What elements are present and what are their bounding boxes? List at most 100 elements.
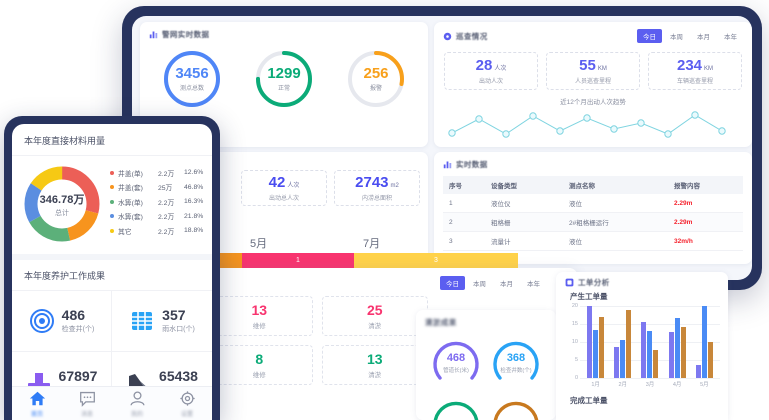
legend-dot-icon bbox=[110, 170, 114, 175]
cell-repair-green-value: 8 bbox=[255, 350, 264, 367]
bar-s1-may bbox=[695, 365, 701, 378]
work-order-panel: 工单分析 产生工单量 20 15 10 5 0 bbox=[556, 272, 728, 420]
month-label-2: 5月 bbox=[250, 238, 268, 250]
material-legend: 井盖(单) 2.2万 12.6% 井盖(套) 25万 46.8% 水箅(单) 2… bbox=[104, 168, 204, 241]
tablet-screen: 警网实时数据 3456 测点总数 bbox=[132, 16, 752, 280]
bar-s3-mar bbox=[653, 350, 659, 378]
table-row[interactable]: 1 液位仪 液位 2.29m bbox=[443, 194, 743, 213]
cell-dredge-green-value: 13 bbox=[366, 350, 383, 367]
legend-name: 其它 bbox=[118, 228, 132, 236]
dredge-gauge-orange bbox=[489, 396, 543, 420]
cell-dredge-green-label: 清淤 bbox=[368, 371, 382, 379]
xlabel-may: 5月 bbox=[700, 382, 709, 388]
work-order-title: 工单分析 bbox=[578, 278, 610, 287]
patrol-trend-title: 近12个月出动人次趋势 bbox=[560, 99, 626, 106]
repair-dredge-row-1: 13 维修 25 清淤 bbox=[206, 296, 428, 336]
bar-groups bbox=[582, 306, 718, 378]
bar-s1-mar bbox=[641, 322, 647, 378]
legend-pct: 16.3% bbox=[184, 198, 204, 206]
cell-index: 1 bbox=[443, 194, 485, 213]
legend-qty: 2.2万 bbox=[158, 199, 175, 207]
home-icon bbox=[29, 391, 45, 405]
bar-s2-apr bbox=[674, 318, 680, 378]
grid-icon bbox=[565, 278, 574, 287]
dredge-panel-header: 清淤成果 bbox=[416, 310, 556, 332]
patrol-stat-person-km-value: 55 bbox=[579, 56, 596, 74]
nav-item-settings[interactable]: 设置 bbox=[179, 390, 196, 418]
material-card-title: 本年度直接材料用量 bbox=[12, 124, 212, 156]
dredge-panel-title: 清淤成果 bbox=[425, 318, 457, 327]
legend-item: 水箅(单) 2.2万 16.3% bbox=[110, 197, 204, 207]
bar-s2-mar bbox=[647, 331, 653, 378]
ytick-20: 20 bbox=[571, 303, 578, 309]
chart-title: 产生工单量 bbox=[570, 292, 608, 301]
nav-item-message[interactable]: 消息 bbox=[79, 390, 96, 418]
gauge-total-value: 3456 bbox=[175, 65, 209, 82]
nav-item-user[interactable]: 我的 bbox=[129, 390, 146, 418]
dredge-tab-year[interactable]: 本年 bbox=[527, 281, 540, 288]
flood-stat-dispatch: 42 人次 出动总人次 bbox=[241, 170, 327, 206]
bar-s3-may bbox=[707, 342, 713, 378]
maintenance-item-pipe-value: 67897 bbox=[58, 368, 98, 385]
phone-screen: 本年度直接材料用量 346.78万 总计 bbox=[12, 124, 212, 420]
bar-chart-icon bbox=[443, 161, 452, 169]
user-icon bbox=[129, 390, 145, 406]
dredge-tab-week[interactable]: 本周 bbox=[473, 281, 486, 288]
cell-device-type: 液位仪 bbox=[485, 194, 563, 213]
legend-pct: 46.8% bbox=[184, 183, 204, 191]
patrol-stat-vehicle-km-value: 234 bbox=[676, 56, 703, 74]
dredge-tab-today[interactable]: 今日 bbox=[440, 276, 465, 290]
alarm-table-title: 实时数据 bbox=[456, 160, 488, 169]
patrol-tab-group[interactable]: 今日 本周 本月 本年 bbox=[637, 29, 743, 43]
maintenance-item-manhole[interactable]: 486 检查井(个) bbox=[12, 291, 112, 352]
maintenance-item-inlet[interactable]: 357 雨水口(个) bbox=[112, 291, 212, 352]
nav-item-home[interactable]: 首页 bbox=[29, 390, 46, 418]
cell-repair-pink: 13 维修 bbox=[206, 296, 313, 336]
cell-dredge-pink: 25 清淤 bbox=[321, 296, 428, 336]
flood-stat-dispatch-label: 出动总人次 bbox=[268, 195, 299, 202]
dredge-tab-group[interactable]: 今日 本周 本月 本年 bbox=[440, 276, 546, 290]
cell-device-type: 流量计 bbox=[485, 231, 563, 251]
bar-s2-jan bbox=[593, 330, 599, 378]
patrol-stat-dispatch-label: 出动人次 bbox=[478, 78, 503, 85]
maintenance-card-title: 本年度养护工作成果 bbox=[12, 260, 212, 291]
patrol-tab-today[interactable]: 今日 bbox=[637, 29, 662, 43]
bar-s1-feb bbox=[614, 347, 620, 378]
bar-group-mar bbox=[641, 306, 659, 378]
material-donut-chart: 346.78万 总计 bbox=[20, 162, 104, 246]
patrol-stat-person-km-unit: KM bbox=[597, 65, 607, 72]
cell-dredge-pink-label: 清淤 bbox=[368, 322, 382, 330]
alarm-table-panel: 实时数据 序号 设备类型 测点名称 报警内容 1 液位仪 液位 bbox=[434, 152, 752, 264]
bar-s3-feb bbox=[626, 310, 632, 378]
patrol-tab-week[interactable]: 本周 bbox=[670, 34, 683, 41]
flood-stat-area-unit: m2 bbox=[390, 182, 399, 189]
patrol-tab-year[interactable]: 本年 bbox=[724, 34, 737, 41]
patrol-stat-person-km-label: 人员巡查里程 bbox=[574, 78, 611, 85]
patrol-stat-dispatch-value: 28 bbox=[475, 56, 493, 74]
xlabel-apr: 4月 bbox=[672, 382, 682, 388]
repair-dredge-grid: 13 维修 25 清淤 8 维修 13 清淤 bbox=[206, 296, 428, 394]
maintenance-item-inlet-label: 雨水口(个) bbox=[162, 325, 195, 333]
dredge-tab-month[interactable]: 本月 bbox=[500, 281, 513, 288]
cell-alarm-content: 2.29m bbox=[668, 194, 743, 213]
target-icon bbox=[29, 309, 54, 333]
gear-icon bbox=[179, 390, 195, 406]
tablet-device-frame: 警网实时数据 3456 测点总数 bbox=[122, 6, 762, 290]
flood-stat-dispatch-unit: 人次 bbox=[287, 182, 300, 189]
legend-dot-icon bbox=[110, 199, 114, 204]
material-donut-label: 总计 bbox=[55, 209, 69, 217]
patrol-tab-month[interactable]: 本月 bbox=[697, 34, 710, 41]
patrol-stat-vehicle-km: 234 KM 车辆巡查里程 bbox=[648, 52, 742, 90]
bar-group-jan bbox=[587, 306, 605, 378]
legend-qty: 2.2万 bbox=[158, 170, 175, 178]
legend-item: 井盖(套) 25万 46.8% bbox=[110, 182, 204, 192]
dredge-results-panel: 清淤成果 468 管道长(米) 368 检查井数(个) bbox=[416, 310, 556, 420]
table-row[interactable]: 2 粗格栅 2#粗格栅运行 2.29m bbox=[443, 212, 743, 232]
patrol-trend-chart bbox=[434, 106, 752, 146]
cell-dredge-green: 13 清淤 bbox=[321, 345, 428, 385]
realtime-data-panel: 警网实时数据 3456 测点总数 bbox=[140, 22, 428, 147]
patrol-stat-dispatch: 28 人次 出动人次 bbox=[444, 52, 538, 90]
flood-stat-area-value: 2743 bbox=[355, 173, 389, 191]
table-row[interactable]: 3 流量计 液位 32m/h bbox=[443, 231, 743, 251]
